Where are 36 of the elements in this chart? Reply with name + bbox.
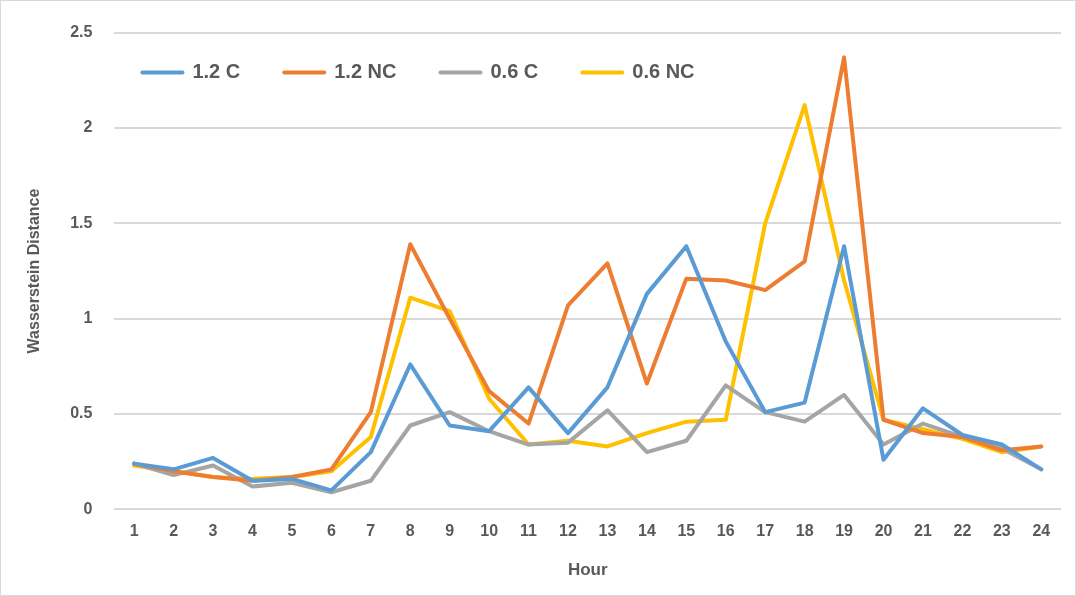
x-tick-label: 22 (953, 521, 972, 539)
x-tick-label: 4 (248, 521, 258, 539)
x-tick-label: 16 (716, 521, 735, 539)
y-tick-label: 0 (83, 499, 93, 517)
x-tick-label: 18 (795, 521, 814, 539)
legend-label: 0.6 NC (632, 60, 695, 83)
x-tick-label: 5 (287, 521, 297, 539)
x-tick-label: 11 (520, 521, 538, 539)
x-tick-label: 6 (326, 521, 336, 539)
x-tick-label: 3 (208, 521, 218, 539)
x-tick-label: 2 (169, 521, 179, 539)
x-tick-label: 1 (129, 521, 139, 539)
legend-label: 1.2 NC (334, 60, 397, 83)
x-tick-label: 14 (637, 521, 656, 539)
x-tick-label: 15 (677, 521, 696, 539)
x-tick-label: 24 (1032, 521, 1051, 539)
x-tick-label: 8 (405, 521, 415, 539)
x-tick-label: 23 (992, 521, 1011, 539)
x-tick-label: 12 (559, 521, 577, 539)
y-tick-label: 2 (83, 118, 93, 136)
x-tick-label: 19 (835, 521, 854, 539)
x-axis-title: Hour (567, 560, 608, 580)
y-tick-label: 0.5 (70, 404, 93, 422)
legend-label: 0.6 C (490, 60, 539, 83)
y-tick-label: 2.5 (70, 23, 93, 41)
x-tick-label: 17 (756, 521, 775, 539)
legend-label: 1.2 C (192, 60, 241, 83)
y-tick-label: 1 (83, 309, 93, 327)
x-tick-label: 20 (874, 521, 893, 539)
x-tick-label: 9 (445, 521, 455, 539)
y-tick-label: 1.5 (70, 213, 93, 231)
x-tick-label: 21 (914, 521, 932, 539)
y-axis-title: Wasserstein Distance (25, 188, 43, 354)
x-tick-label: 13 (598, 521, 617, 539)
x-tick-label: 10 (480, 521, 499, 539)
x-tick-label: 7 (366, 521, 376, 539)
